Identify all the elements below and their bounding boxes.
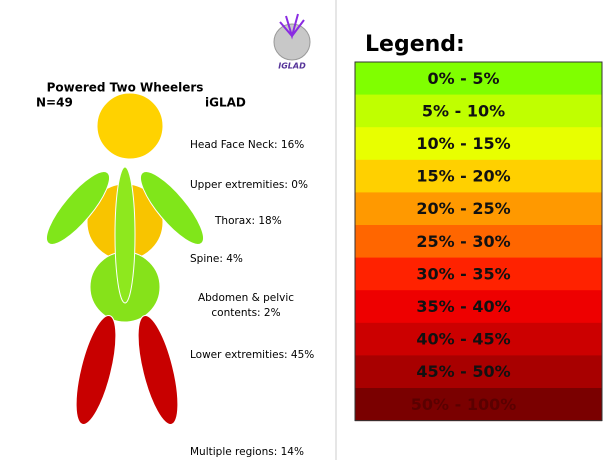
legend-title: Legend:: [365, 32, 465, 57]
logo-globe: [274, 24, 310, 60]
logo-text: IGLAD: [278, 62, 306, 71]
legend-label: 45% - 50%: [416, 362, 510, 381]
region-label: Head Face Neck: 16%: [190, 139, 304, 151]
spine-shape: [115, 167, 135, 303]
sample-size: N=49: [36, 96, 73, 110]
region-labels: Head Face Neck: 16% Upper extremities: 0%…: [190, 139, 314, 458]
legend-label: 0% - 5%: [427, 69, 499, 88]
region-label: Spine: 4%: [190, 253, 243, 265]
legend-label: 5% - 10%: [422, 101, 505, 120]
logo: IGLAD: [274, 14, 310, 71]
legend-label: 50% - 100%: [411, 395, 517, 414]
body: [38, 93, 213, 428]
region-label: Thorax: 18%: [214, 215, 282, 227]
legend: 0% - 5% 5% - 10% 10% - 15% 15% - 20% 20% - 2…: [355, 62, 602, 421]
legend-label: 40% - 45%: [416, 330, 510, 349]
legend-label: 30% - 35%: [416, 264, 510, 283]
region-label: contents: 2%: [211, 307, 280, 319]
head-shape: [97, 93, 163, 159]
title: Powered Two Wheelers: [47, 81, 204, 95]
lower-extremities-shape: [68, 312, 124, 428]
region-label: Multiple regions: 14%: [190, 446, 304, 458]
region-label: Abdomen & pelvic: [198, 292, 294, 304]
region-label: Upper extremities: 0%: [190, 179, 308, 191]
legend-label: 35% - 40%: [416, 297, 510, 316]
legend-label: 10% - 15%: [416, 134, 510, 153]
source: iGLAD: [205, 96, 246, 110]
legend-label: 20% - 25%: [416, 199, 510, 218]
infographic: IGLAD Powered Two Wheelers N=49 iGLAD Le…: [0, 0, 605, 460]
legend-label: 15% - 20%: [416, 167, 510, 186]
legend-label: 25% - 30%: [416, 232, 510, 251]
region-label: Lower extremities: 45%: [190, 349, 314, 361]
lower-extremities-shape: [130, 312, 186, 428]
